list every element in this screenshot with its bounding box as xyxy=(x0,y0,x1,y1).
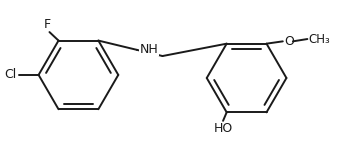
Text: O: O xyxy=(284,35,294,48)
Text: Cl: Cl xyxy=(5,68,17,81)
Text: CH₃: CH₃ xyxy=(309,33,330,46)
Text: HO: HO xyxy=(213,122,233,135)
Text: F: F xyxy=(44,17,51,31)
Text: NH: NH xyxy=(140,43,159,56)
